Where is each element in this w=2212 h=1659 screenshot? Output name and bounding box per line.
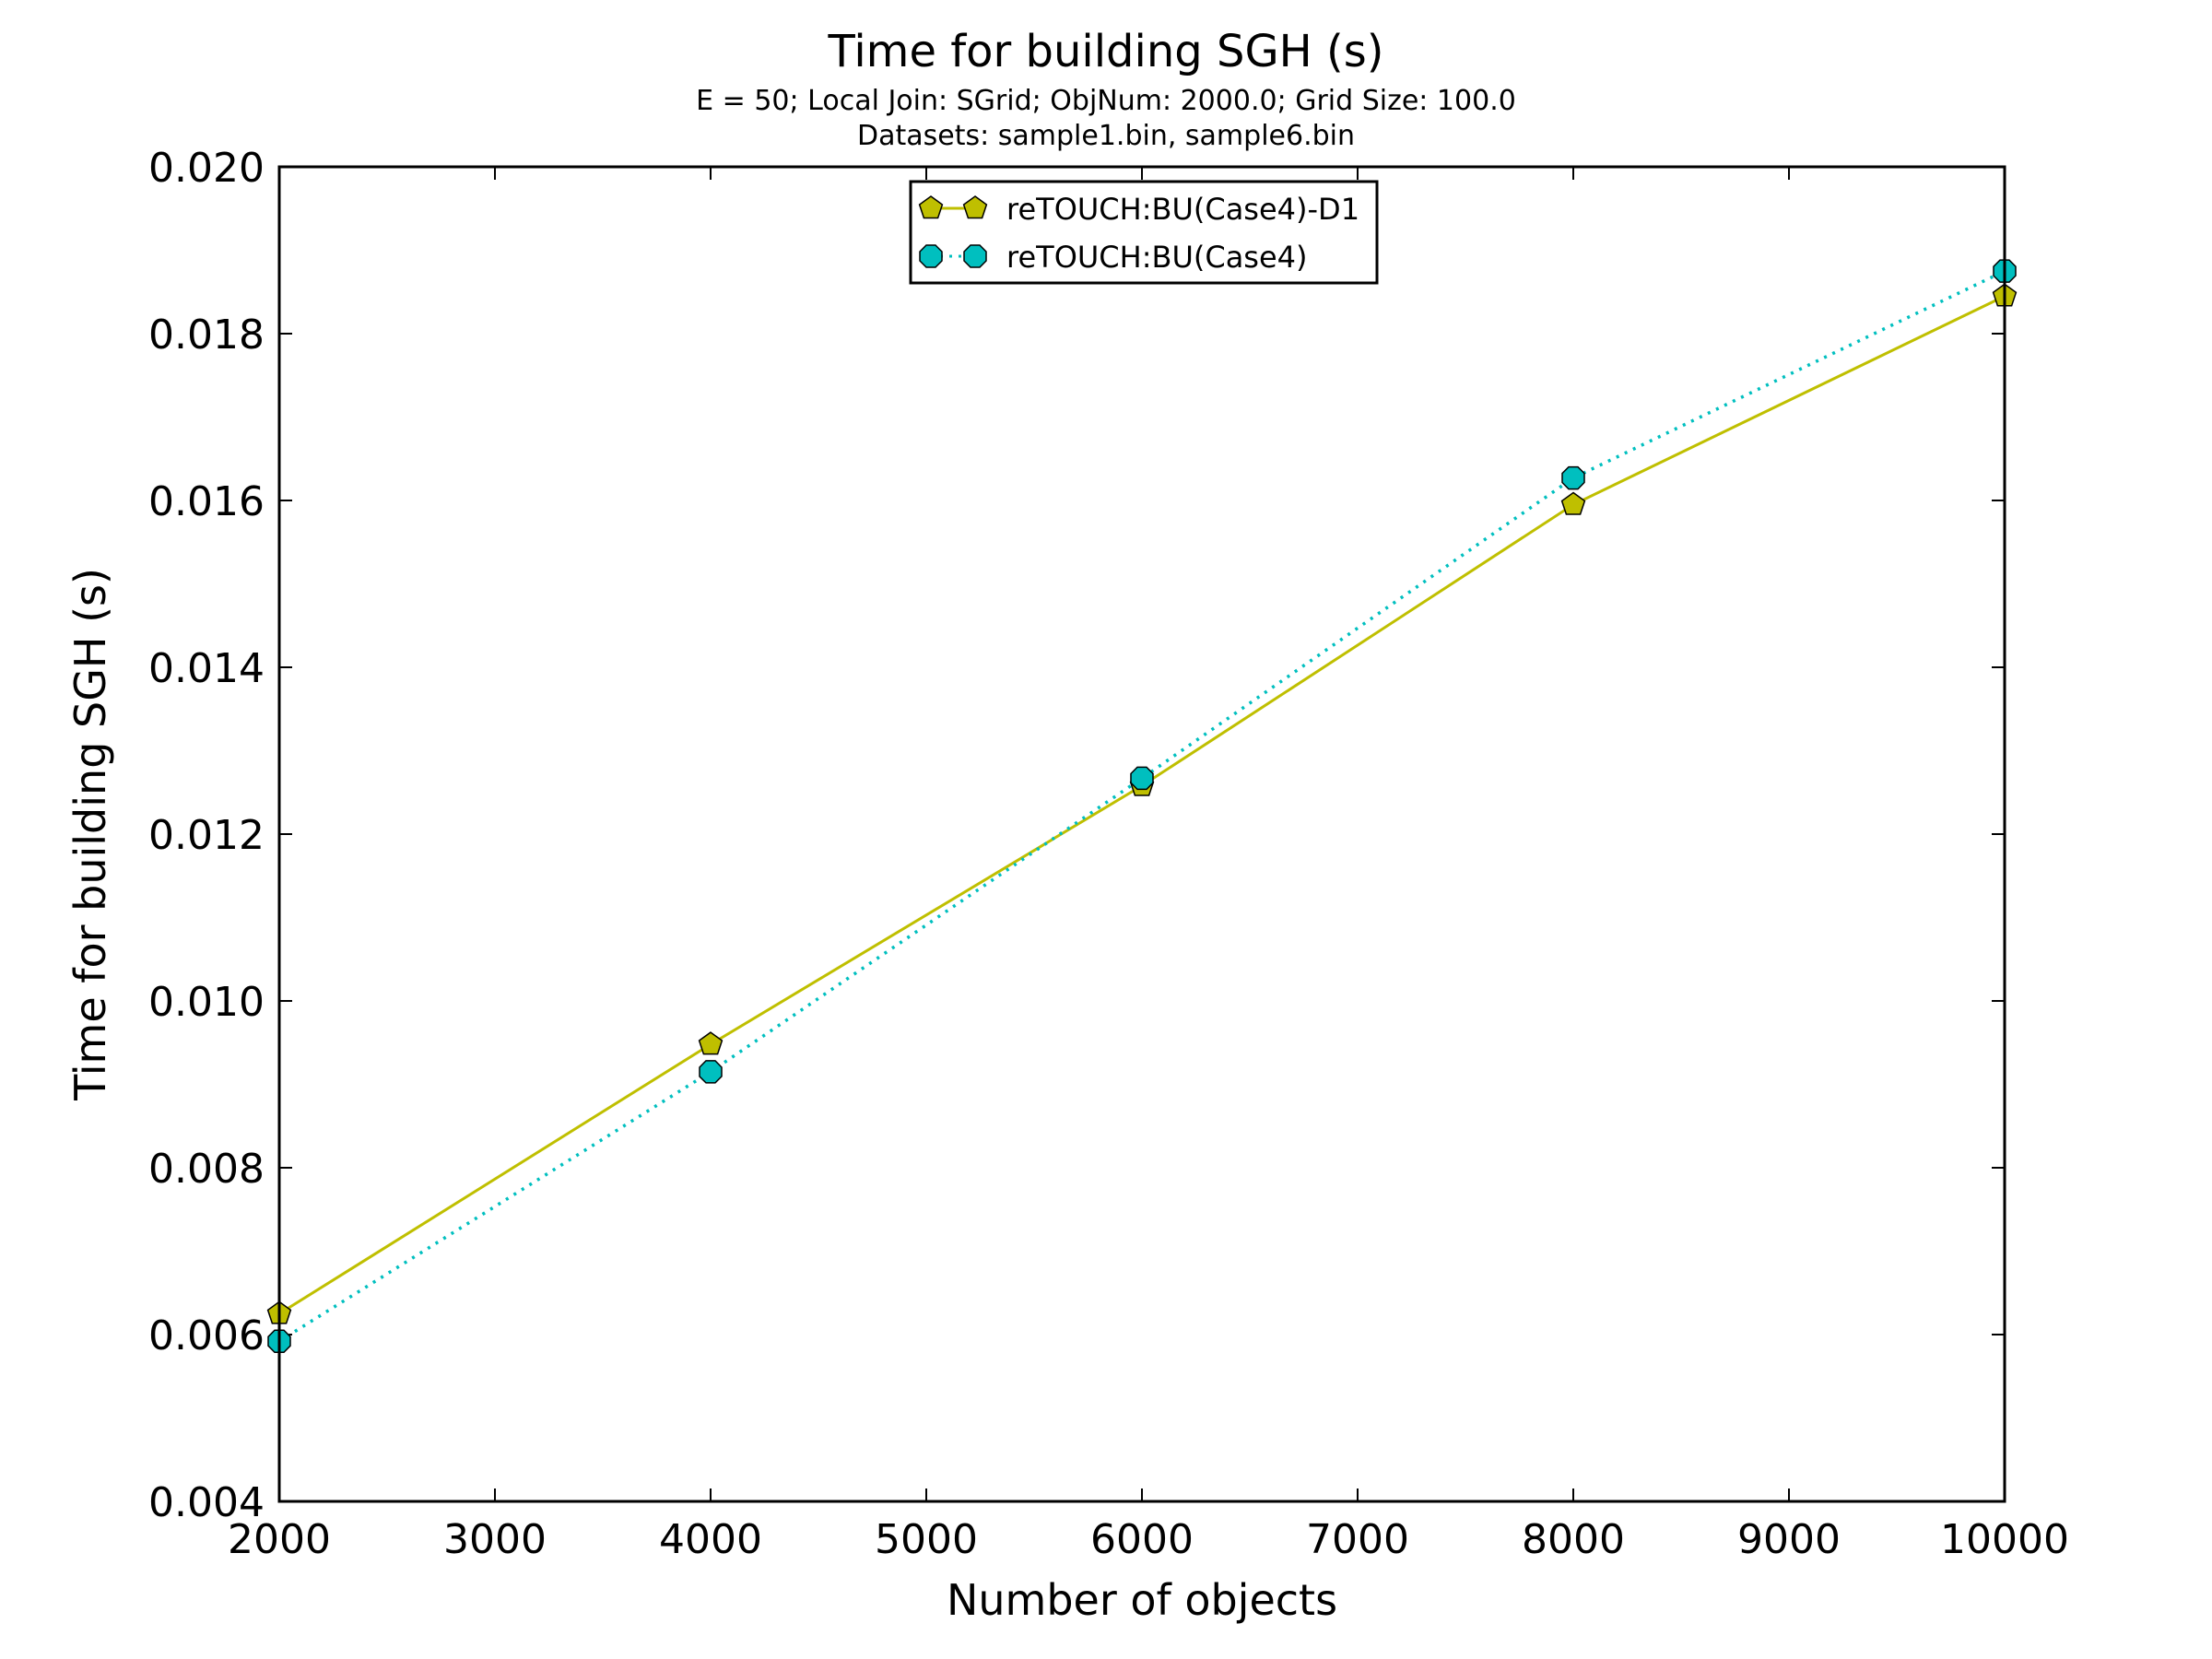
series-2-point <box>699 1060 723 1084</box>
series-line-1 <box>278 294 2006 1315</box>
x-tick-label: 2000 <box>228 1516 331 1563</box>
x-tick-label: 8000 <box>1522 1516 1625 1563</box>
legend-label: reTOUCH:BU(Case4)-D1 <box>1006 192 1359 227</box>
x-tick-label: 5000 <box>875 1516 978 1563</box>
series-1-point <box>1560 491 1586 515</box>
plot-frame <box>277 165 2006 1503</box>
x-tick-label: 9000 <box>1737 1516 1841 1563</box>
series-2-point <box>1561 465 1585 490</box>
chart-title: Time for building SGH (s) <box>828 26 1384 77</box>
legend-marker <box>963 244 987 268</box>
series-1-point <box>698 1031 724 1055</box>
legend-marker <box>919 244 943 268</box>
y-tick-label: 0.018 <box>148 312 265 359</box>
legend-marker <box>962 195 988 219</box>
legend-box <box>909 180 1379 285</box>
x-tick-label: 7000 <box>1306 1516 1409 1563</box>
y-tick-label: 0.008 <box>148 1146 265 1193</box>
series-line-2 <box>278 269 2006 1343</box>
chart-subtitle-line-2: Datasets: sample1.bin, sample6.bin <box>857 120 1355 152</box>
x-tick-label: 6000 <box>1090 1516 1194 1563</box>
legend-marker <box>918 195 944 219</box>
y-tick-label: 0.020 <box>148 145 265 192</box>
x-tick-label: 3000 <box>443 1516 547 1563</box>
y-tick-label: 0.012 <box>148 812 265 859</box>
x-axis-label: Number of objects <box>947 1575 1337 1625</box>
chart-subtitle-line-1: E = 50; Local Join: SGrid; ObjNum: 2000.… <box>696 85 1516 117</box>
y-tick-label: 0.014 <box>148 645 265 692</box>
series-layer <box>266 259 2018 1354</box>
y-axis-label: Time for building SGH (s) <box>65 568 115 1101</box>
series-2-point <box>1130 766 1154 791</box>
y-tick-label: 0.006 <box>148 1312 265 1359</box>
x-tick-label: 4000 <box>659 1516 762 1563</box>
y-tick-label: 0.004 <box>148 1479 265 1526</box>
x-tick-label: 10000 <box>1940 1516 2069 1563</box>
y-tick-label: 0.010 <box>148 979 265 1026</box>
ticks-layer: 2000 3000 4000 5000 6000 7000 8000 9000 10000 0.0… <box>148 145 2069 1563</box>
y-tick-label: 0.016 <box>148 478 265 525</box>
legend: reTOUCH:BU(Case4)-D1 reTOUCH:BU(Case4) <box>909 180 1379 285</box>
legend-label: reTOUCH:BU(Case4) <box>1006 240 1308 275</box>
